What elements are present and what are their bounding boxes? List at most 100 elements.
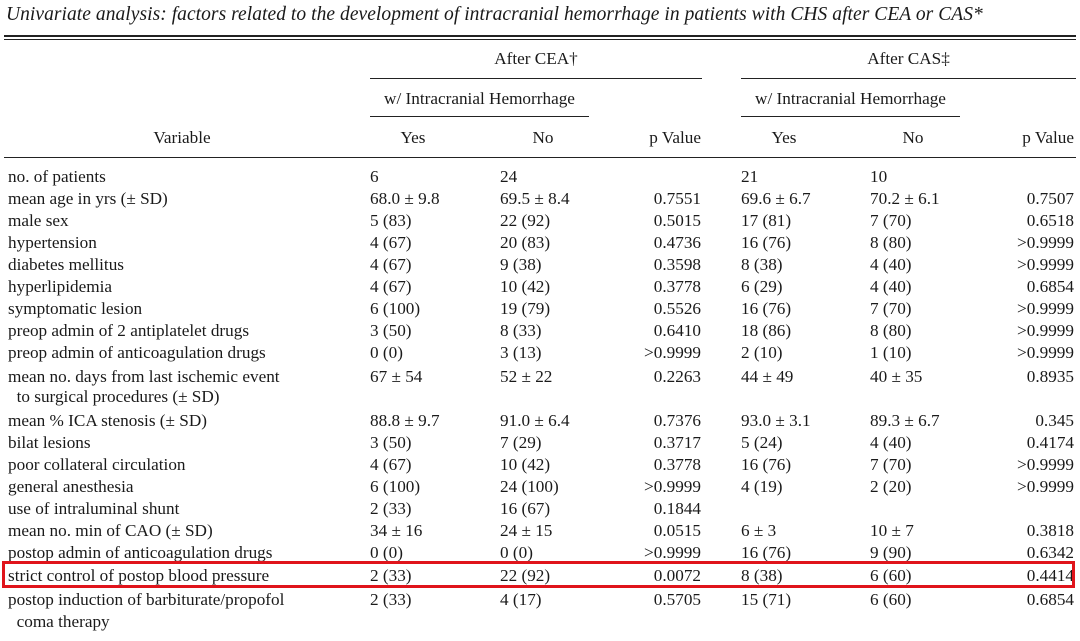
- cell-cas-yes: 16 (76): [741, 299, 792, 318]
- cell-cas-p: >0.9999: [1017, 455, 1074, 474]
- table-row: poor collateral circulation 4 (67) 10 (42)…: [0, 454, 1080, 476]
- cell-cas-p: >0.9999: [1017, 299, 1074, 318]
- cell-variable: preop admin of 2 antiplatelet drugs: [8, 321, 250, 340]
- cell-variable: hyperlipidemia: [8, 277, 113, 296]
- header-group-cas: After CAS‡: [867, 49, 950, 68]
- cell-cas-yes: 8 (38): [741, 566, 783, 585]
- table-row: mean no. days from last ischemic event 67…: [0, 366, 1080, 388]
- top-rule-thick: [4, 35, 1076, 37]
- cea-subgroup-rule: [370, 116, 589, 117]
- cell-cas-no: 10 ± 7: [870, 521, 914, 540]
- header-cas-p: p Value: [1022, 128, 1074, 147]
- cell-variable: use of intraluminal shunt: [8, 499, 180, 518]
- cell-cas-yes: 16 (76): [741, 543, 792, 562]
- header-subgroup-cea: w/ Intracranial Hemorrhage: [384, 89, 575, 108]
- cell-variable: diabetes mellitus: [8, 255, 124, 274]
- cell-cas-no: 8 (80): [870, 321, 912, 340]
- cell-cea-no: 24: [500, 167, 518, 186]
- cell-cas-no: 8 (80): [870, 233, 912, 252]
- cell-cas-p: >0.9999: [1017, 255, 1074, 274]
- highlight-box: [2, 561, 1075, 588]
- cell-cea-p: 0.6410: [653, 321, 701, 340]
- cell-cea-no: 7 (29): [500, 433, 542, 452]
- cell-cas-yes: 2 (10): [741, 343, 783, 362]
- cell-cas-no: 4 (40): [870, 277, 912, 296]
- cell-cas-yes: 18 (86): [741, 321, 792, 340]
- cell-cea-no: 52 ± 22: [500, 367, 553, 386]
- cell-cas-yes: 15 (71): [741, 590, 792, 609]
- cell-cas-no: 2 (20): [870, 477, 912, 496]
- cell-cea-no: 3 (13): [500, 343, 542, 362]
- table-row: male sex 5 (83) 22 (92) 0.5015 17 (81) 7 (70)…: [0, 210, 1080, 232]
- cell-variable: symptomatic lesion: [8, 299, 143, 318]
- table-row: postop induction of barbiturate/propofol…: [0, 589, 1080, 611]
- cell-cas-p: 0.8935: [1026, 367, 1074, 386]
- cell-cea-p: 0.3598: [653, 255, 701, 274]
- cell-cea-no: 19 (79): [500, 299, 551, 318]
- top-rule-thin: [4, 39, 1076, 40]
- cell-cas-p: >0.9999: [1017, 233, 1074, 252]
- cell-cas-p: >0.9999: [1017, 477, 1074, 496]
- cell-cas-no: 7 (70): [870, 211, 912, 230]
- cell-cas-no: 6 (60): [870, 566, 912, 585]
- cell-cas-yes: 6 (29): [741, 277, 783, 296]
- cell-variable: bilat lesions: [8, 433, 91, 452]
- cell-cea-yes: 0 (0): [370, 543, 403, 562]
- cell-cea-no: 4 (17): [500, 590, 542, 609]
- cell-cas-yes: 8 (38): [741, 255, 783, 274]
- cas-subgroup-rule: [741, 116, 960, 117]
- table-row: symptomatic lesion 6 (100) 19 (79) 0.5526 16…: [0, 298, 1080, 320]
- cell-cas-p: 0.3818: [1026, 521, 1074, 540]
- table-row: bilat lesions 3 (50) 7 (29) 0.3717 5 (24) 4 (…: [0, 432, 1080, 454]
- cell-cea-yes: 2 (33): [370, 566, 412, 585]
- table-row: mean % ICA stenosis (± SD) 88.8 ± 9.7 91.0…: [0, 410, 1080, 432]
- cell-cea-p: 0.7376: [653, 411, 701, 430]
- cell-cea-p: 0.7551: [653, 189, 701, 208]
- cell-cea-p: 0.3717: [653, 433, 701, 452]
- cell-cea-p: 0.5705: [653, 590, 701, 609]
- cell-variable: mean % ICA stenosis (± SD): [8, 411, 207, 430]
- cell-cas-p: >0.9999: [1017, 321, 1074, 340]
- cell-cas-yes: 4 (19): [741, 477, 783, 496]
- cell-variable: mean no. days from last ischemic event: [8, 367, 280, 386]
- cell-cea-p: 0.0072: [653, 566, 701, 585]
- cell-cas-yes: 5 (24): [741, 433, 783, 452]
- cell-variable: postop induction of barbiturate/propofol: [8, 590, 285, 609]
- cell-cea-yes: 6 (100): [370, 477, 421, 496]
- table-row: postop admin of anticoagulation drugs 0 (…: [0, 542, 1080, 564]
- cell-cea-yes: 2 (33): [370, 499, 412, 518]
- cell-cea-no: 24 (100): [500, 477, 559, 496]
- cell-cea-yes: 4 (67): [370, 277, 412, 296]
- cell-cas-p: 0.6854: [1026, 590, 1074, 609]
- table-row: no. of patients 6 24 21 10: [0, 166, 1080, 188]
- cell-cas-yes: 16 (76): [741, 455, 792, 474]
- cell-cas-p: 0.4414: [1026, 566, 1074, 585]
- cell-cas-no: 70.2 ± 6.1: [870, 189, 940, 208]
- table-row: hyperlipidemia 4 (67) 10 (42) 0.3778 6 (29) 4…: [0, 276, 1080, 298]
- cell-cas-p: 0.6342: [1026, 543, 1074, 562]
- cell-cas-yes: 16 (76): [741, 233, 792, 252]
- header-cea-no: No: [532, 128, 554, 147]
- cell-cea-no: 10 (42): [500, 277, 551, 296]
- cell-cas-no: 9 (90): [870, 543, 912, 562]
- cell-cas-yes: 93.0 ± 3.1: [741, 411, 811, 430]
- table-caption: Univariate analysis: factors related to …: [6, 4, 983, 25]
- cas-group-rule: [741, 78, 1076, 79]
- cell-variable: poor collateral circulation: [8, 455, 186, 474]
- cell-cas-yes: 44 ± 49: [741, 367, 794, 386]
- cell-cea-no: 10 (42): [500, 455, 551, 474]
- cell-cea-p: >0.9999: [644, 343, 701, 362]
- cell-cea-no: 9 (38): [500, 255, 542, 274]
- cell-variable: postop admin of anticoagulation drugs: [8, 543, 273, 562]
- cell-cas-yes: 17 (81): [741, 211, 792, 230]
- cell-cea-p: >0.9999: [644, 543, 701, 562]
- table-row: hypertension 4 (67) 20 (83) 0.4736 16 (76) 8 …: [0, 232, 1080, 254]
- cell-cea-yes: 0 (0): [370, 343, 403, 362]
- cell-cea-yes: 6: [370, 167, 379, 186]
- cell-variable: preop admin of anticoagulation drugs: [8, 343, 266, 362]
- cell-cea-yes: 2 (33): [370, 590, 412, 609]
- cell-cea-yes: 4 (67): [370, 233, 412, 252]
- table-row: mean age in yrs (± SD) 68.0 ± 9.8 69.5 ± 8…: [0, 188, 1080, 210]
- cell-cas-no: 4 (40): [870, 255, 912, 274]
- cell-cea-p: 0.2263: [653, 367, 701, 386]
